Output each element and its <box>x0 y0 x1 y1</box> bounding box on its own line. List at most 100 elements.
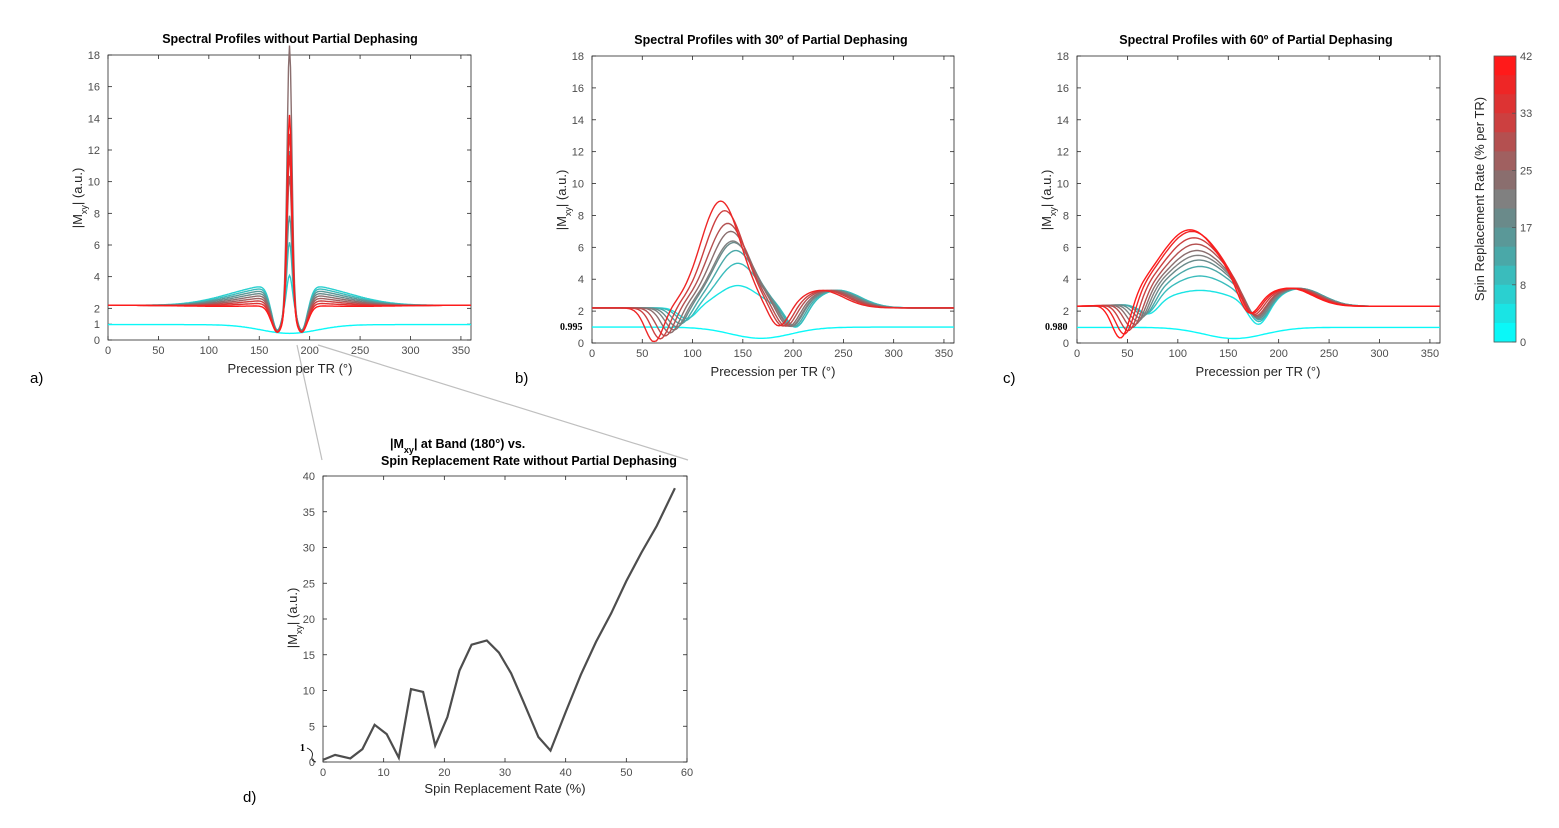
panel-c-ytick-label: 4 <box>1063 274 1069 286</box>
colorbar-label: Spin Replacement Rate (% per TR) <box>1472 97 1487 301</box>
panel-c-ytick-label: 6 <box>1063 242 1069 254</box>
panel-a-ytick-label: 6 <box>94 240 100 252</box>
colorbar-segment <box>1494 170 1516 190</box>
panel-d: |Mxy| at Band (180°) vs. Spin Replacemen… <box>285 437 693 796</box>
panel-b-xtick-label: 250 <box>834 348 852 360</box>
panel-b-xtick-label: 50 <box>636 348 648 360</box>
panel-label-a: a) <box>30 370 43 387</box>
panel-a: Spectral Profiles without Partial Dephas… <box>70 32 472 376</box>
panel-d-series-line <box>322 487 676 762</box>
panel-b: Spectral Profiles with 30º of Partial De… <box>554 33 955 379</box>
panel-c-ytick-label: 0 <box>1063 338 1069 350</box>
panel-a-series-line <box>108 45 471 332</box>
panel-a-ytick-label: 4 <box>94 272 100 284</box>
zoom-connector-right <box>317 344 689 461</box>
panel-b-xtick-label: 0 <box>589 348 595 360</box>
colorbar-segment <box>1494 189 1516 210</box>
colorbar-tick-label: 0 <box>1520 337 1526 349</box>
panel-b-ytick-label: 10 <box>572 179 584 191</box>
colorbar-segment <box>1494 208 1516 229</box>
panel-b-ytick-label: 12 <box>572 147 584 159</box>
panel-c-xtick-label: 100 <box>1169 348 1187 360</box>
panel-d-ytick-label: 25 <box>303 578 315 590</box>
panel-c-series-line <box>1077 326 1440 340</box>
colorbar-segment <box>1494 113 1516 133</box>
svg-text:|Mxy| (a.u.): |Mxy| (a.u.) <box>1039 170 1058 231</box>
panel-a-series-line <box>108 323 471 335</box>
panel-b-ytick-label: 18 <box>572 51 584 63</box>
panel-c-axes-box <box>1076 55 1441 344</box>
panel-a-ylabel: |Mxy| (a.u.) <box>70 168 89 229</box>
panel-c-xtick-label: 150 <box>1219 348 1237 360</box>
panel-b-series-line <box>592 200 954 343</box>
panel-label-d: d) <box>243 789 256 806</box>
panel-d-title-line2: Spin Replacement Rate without Partial De… <box>381 454 677 468</box>
panel-d-xlabel: Spin Replacement Rate (%) <box>424 781 585 796</box>
panel-c-xtick-label: 50 <box>1121 348 1133 360</box>
panel-a-ytick-label: 14 <box>88 113 100 125</box>
panel-a-ytick-label: 8 <box>94 208 100 220</box>
panel-d-ylabel: |Mxy| (a.u.) <box>285 588 304 649</box>
panel-d-xtick-label: 40 <box>560 767 572 779</box>
panel-b-ytick-label: 16 <box>572 83 584 95</box>
panel-d-xtick-label: 10 <box>378 767 390 779</box>
panel-d-xtick-label: 20 <box>438 767 450 779</box>
panel-b-xtick-label: 100 <box>683 348 701 360</box>
panel-b-ytick-label: 2 <box>578 306 584 318</box>
panel-d-ytick-label: 35 <box>303 507 315 519</box>
panel-d-xtick-label: 0 <box>320 767 326 779</box>
panel-d-ytick-label: 0 <box>309 757 315 769</box>
panel-c-ytick-label: 18 <box>1057 51 1069 63</box>
panel-d-xtick-label: 60 <box>681 767 693 779</box>
panel-a-series-line <box>108 175 471 333</box>
panel-b-ylabel: |Mxy| (a.u.) <box>554 170 573 231</box>
panel-a-series-line <box>108 114 471 334</box>
panel-b-xtick-label: 300 <box>884 348 902 360</box>
panel-c-xtick-label: 350 <box>1421 348 1439 360</box>
panel-a-xtick-label: 300 <box>401 345 419 357</box>
panel-c-ytick-label: 2 <box>1063 306 1069 318</box>
panel-a-ytick-label: 16 <box>88 82 100 94</box>
panel-d-annotation-pointer <box>306 747 317 763</box>
colorbar-tick-label: 33 <box>1520 108 1532 120</box>
colorbar-segment <box>1494 227 1516 248</box>
panel-c-xtick-label: 0 <box>1074 348 1080 360</box>
panel-d-annotation: 1 <box>300 743 305 754</box>
panel-a-xtick-label: 0 <box>105 345 111 357</box>
panel-a-ytick-label: 18 <box>88 50 100 62</box>
panel-a-ytick-label: 10 <box>88 177 100 189</box>
panel-b-series-line <box>592 326 954 339</box>
panel-c-xtick-label: 300 <box>1370 348 1388 360</box>
panel-a-ytick-label: 0 <box>94 335 100 347</box>
panel-c: Spectral Profiles with 60º of Partial De… <box>1039 33 1441 379</box>
panel-c-ytick-label: 16 <box>1057 83 1069 95</box>
colorbar-segment <box>1494 56 1516 76</box>
panel-a-xtick-label: 100 <box>200 345 218 357</box>
panel-c-xtick-label: 200 <box>1269 348 1287 360</box>
panel-c-series-line <box>1076 229 1440 339</box>
panel-b-ytick-label: 14 <box>572 115 584 127</box>
panel-b-ytick-label: 0 <box>578 338 584 350</box>
panel-a-xtick-label: 350 <box>452 345 470 357</box>
panel-d-ytick-label: 10 <box>303 686 315 698</box>
svg-text:|Mxy| (a.u.): |Mxy| (a.u.) <box>285 588 304 649</box>
colorbar-segment <box>1494 303 1516 324</box>
panel-d-axes-box <box>322 475 688 763</box>
panel-d-ytick-label: 5 <box>309 721 315 733</box>
panel-c-title: Spectral Profiles with 60º of Partial De… <box>1119 33 1392 47</box>
panel-a-ytick-label: 1 <box>94 319 100 331</box>
colorbar-segment <box>1494 284 1516 305</box>
panel-c-ytick-label: 8 <box>1063 210 1069 222</box>
colorbar-tick-label: 8 <box>1520 280 1526 292</box>
colorbar-tick-label: 42 <box>1520 51 1532 63</box>
panel-c-ytick-label: 14 <box>1057 115 1069 127</box>
zoom-connector-left <box>296 344 323 461</box>
panel-c-ylabel: |Mxy| (a.u.) <box>1039 170 1058 231</box>
panel-c-annotation: 0.980 <box>1045 322 1068 333</box>
colorbar-tick-label: 17 <box>1520 223 1532 235</box>
colorbar-segment <box>1494 151 1516 171</box>
panel-label-b: b) <box>515 370 528 387</box>
panel-a-series-line <box>108 273 471 331</box>
colorbar-segment <box>1494 265 1516 286</box>
